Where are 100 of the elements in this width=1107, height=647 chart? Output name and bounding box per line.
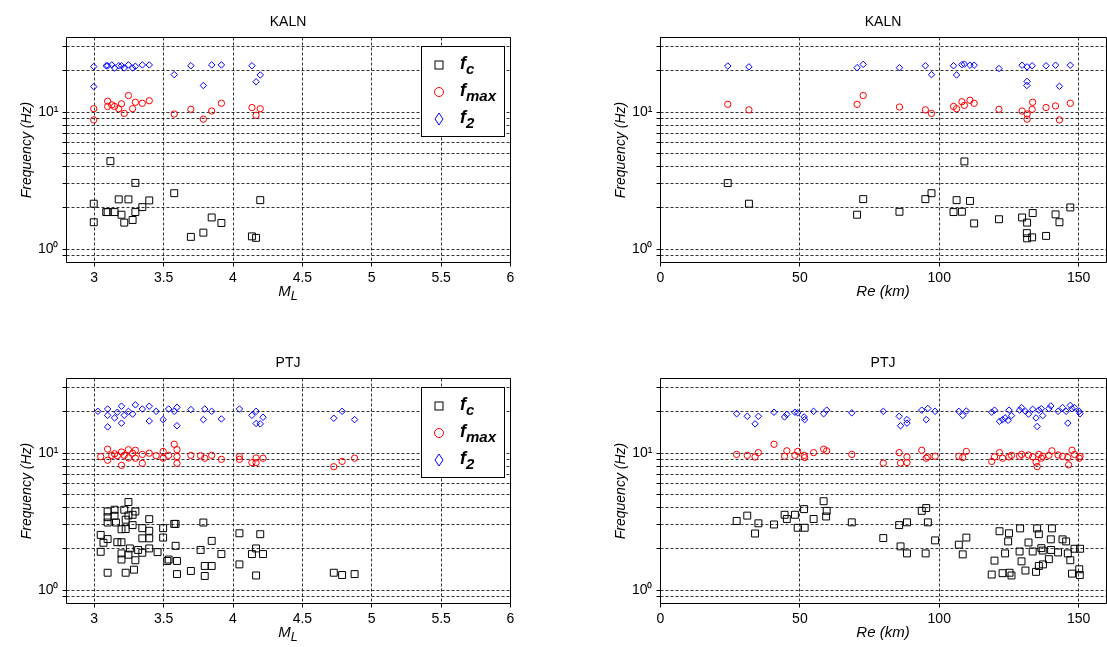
point [800, 451, 808, 459]
point [1042, 103, 1050, 112]
x-tick-label: 0 [656, 609, 665, 626]
x-tick-label: 3 [90, 609, 99, 626]
y-axis-title: Frequency (Hz) [611, 442, 628, 540]
y-axis-title: Frequency (Hz) [611, 101, 628, 199]
point [918, 406, 926, 414]
point [138, 459, 146, 467]
point [235, 405, 244, 413]
point [957, 207, 966, 216]
point [131, 208, 140, 217]
point [103, 97, 112, 105]
point [903, 419, 911, 427]
point [131, 62, 140, 71]
y-tick-label: 10¹ [632, 444, 653, 461]
point [248, 459, 256, 467]
point [1035, 450, 1043, 459]
point [338, 407, 346, 416]
point [138, 61, 147, 69]
point [959, 453, 967, 462]
point [895, 207, 904, 216]
y-tick-label: 10⁰ [37, 240, 59, 257]
point [962, 447, 971, 456]
legend-label: f$_{c}$ [459, 393, 475, 418]
point [131, 98, 140, 106]
point [120, 218, 129, 227]
point [235, 452, 244, 461]
point [931, 407, 939, 416]
point [879, 407, 888, 416]
point [1054, 451, 1062, 459]
point [794, 447, 802, 456]
point [955, 452, 963, 460]
point [89, 218, 98, 227]
point [170, 110, 178, 118]
chart-title: PTJ [275, 354, 301, 370]
point [1029, 98, 1037, 106]
point [1064, 419, 1072, 427]
point [924, 404, 932, 413]
point [1033, 462, 1041, 471]
point [1028, 233, 1037, 242]
point [751, 420, 759, 428]
point [1051, 61, 1060, 69]
point [186, 232, 195, 241]
point [744, 199, 753, 208]
point [809, 407, 818, 416]
y-axis-title: Frequency (Hz) [17, 442, 34, 540]
point [124, 195, 133, 204]
point [90, 62, 98, 71]
point [145, 449, 153, 457]
point [1047, 402, 1055, 410]
point [159, 454, 167, 462]
point [187, 405, 195, 414]
point [1037, 404, 1046, 413]
x-tick-label: 5.5 [431, 609, 452, 626]
point [252, 459, 260, 467]
point [1004, 416, 1012, 425]
point [1023, 77, 1031, 86]
point [199, 115, 208, 123]
point [252, 407, 260, 416]
point [256, 196, 265, 205]
point [128, 410, 137, 418]
point [350, 415, 359, 424]
point [159, 447, 167, 456]
point [131, 454, 140, 462]
point [1058, 403, 1067, 412]
point [791, 451, 799, 459]
y-tick-label: 10⁰ [631, 240, 653, 257]
point [89, 199, 98, 208]
point [724, 62, 732, 70]
x-tick-label: 4 [229, 609, 238, 626]
point [108, 61, 116, 69]
point [743, 412, 751, 421]
point [822, 406, 831, 414]
point [217, 455, 226, 463]
point [801, 453, 809, 462]
point [921, 195, 930, 204]
point [922, 415, 930, 424]
point [745, 106, 753, 114]
point [138, 99, 146, 107]
point [248, 411, 256, 420]
point [859, 91, 867, 100]
point [859, 195, 868, 204]
point [217, 415, 226, 423]
point [113, 452, 121, 460]
x-tick-label: 0 [656, 268, 665, 285]
point [145, 402, 153, 410]
point [1042, 62, 1050, 70]
point [1017, 403, 1026, 412]
point [1058, 452, 1067, 460]
point [152, 407, 160, 416]
point [173, 403, 181, 412]
point [966, 96, 974, 104]
point [732, 410, 741, 418]
point [131, 401, 140, 409]
y-tick-label: 10¹ [38, 444, 59, 461]
point [110, 208, 119, 217]
point [106, 157, 115, 166]
point [859, 60, 867, 69]
point [896, 459, 905, 467]
point [114, 62, 123, 70]
